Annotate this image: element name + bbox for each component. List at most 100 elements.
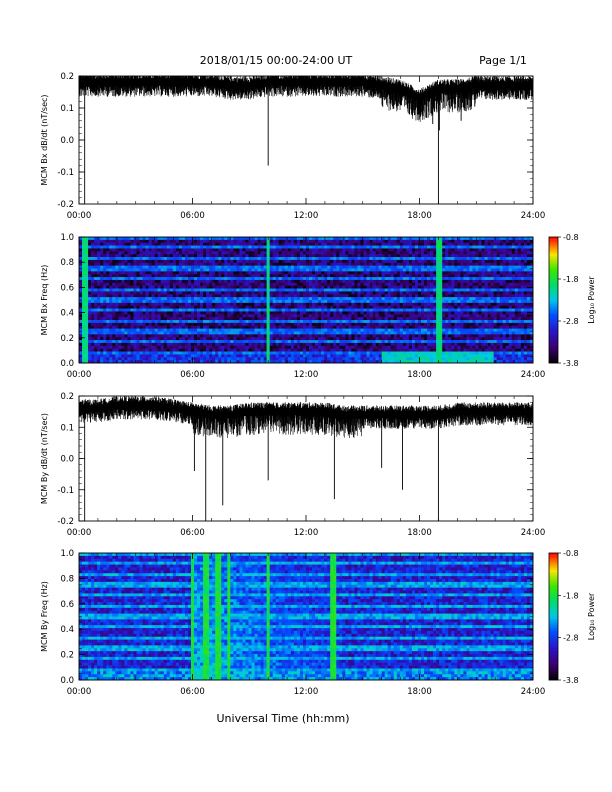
spectrogram-cell (257, 271, 261, 275)
spectrogram-cell (306, 291, 310, 295)
spectrogram-cell (154, 345, 158, 349)
spectrogram-cell (127, 320, 131, 324)
spectrogram-cell (194, 328, 198, 332)
spectrogram-cell (242, 297, 246, 301)
spectrogram-cell (351, 288, 355, 292)
spectrogram-cell (200, 268, 204, 272)
spectrogram-cell (375, 337, 379, 341)
spectrogram-cell (103, 251, 107, 255)
spectrogram-cell (163, 257, 168, 261)
spectrogram-cell (103, 328, 107, 332)
spectrogram-cell (88, 291, 92, 295)
spectrogram-cell (281, 291, 286, 295)
spectrogram-cell (154, 242, 158, 246)
spectrogram-cell (396, 257, 401, 261)
spectrogram-cell (169, 360, 174, 364)
spectrogram-cell (133, 254, 137, 258)
spectrogram-cell (118, 279, 122, 284)
spectrogram-cell (393, 262, 398, 266)
spectrogram-cell (79, 242, 83, 246)
spectrogram-cell (327, 257, 331, 261)
spectrogram-cell (236, 291, 240, 295)
spectrogram-cell (112, 248, 116, 252)
spectrogram-cell (260, 311, 264, 315)
spectrogram-cell (85, 254, 89, 258)
spectrogram-cell (133, 314, 137, 318)
spectrogram-cell (260, 288, 264, 292)
spectrogram-cell (187, 328, 192, 332)
spectrogram-cell (172, 294, 177, 298)
spectrogram-cell (233, 248, 237, 252)
spectrogram-cell (290, 294, 295, 298)
spectrogram-cell (372, 337, 376, 341)
spectrogram-cell (160, 360, 165, 364)
spectrogram-cell (203, 237, 207, 241)
spectrogram-cell (339, 317, 343, 321)
spectrogram-cell (197, 237, 201, 241)
spectrogram-cell (124, 279, 128, 284)
spectrogram-cell (399, 294, 404, 298)
spectrogram-cell (127, 285, 131, 289)
spectrogram-cell (197, 305, 201, 309)
spectrogram-cell (299, 328, 304, 332)
spectrogram-cell (324, 340, 328, 344)
spectrogram-cell (103, 334, 107, 338)
spectrogram-cell (260, 348, 264, 352)
spectrogram-cell (215, 288, 219, 292)
spectrogram-cell (281, 242, 286, 246)
spectrogram-cell (396, 351, 401, 355)
spectrogram-cell (187, 317, 192, 321)
spectrogram-cell (324, 265, 328, 269)
spectrogram-cell (351, 360, 355, 364)
spectrogram-cell (266, 305, 270, 309)
spectrogram-cell (127, 237, 131, 241)
spectrogram-cell (227, 297, 231, 301)
spectrogram-cell (124, 302, 128, 307)
spectrogram-cell (257, 282, 261, 286)
spectrogram-cell (330, 351, 334, 355)
spectrogram-cell (275, 360, 280, 364)
spectrogram-cell (375, 351, 379, 355)
spectrogram-cell (181, 357, 186, 361)
spectrogram-cell (293, 302, 298, 307)
spectrogram-cell (94, 342, 98, 347)
spectrogram-cell (387, 271, 392, 275)
spectrogram-cell (360, 340, 364, 344)
spectrogram-cell (239, 305, 243, 309)
spectrogram-cell (166, 237, 171, 241)
spectrogram-cell (239, 325, 243, 329)
spectrogram-cell (163, 297, 168, 301)
spectrogram-cell (88, 325, 92, 329)
spectrogram-cell (384, 328, 389, 332)
spectrogram-cell (242, 351, 246, 355)
spectrogram-cell (306, 271, 310, 275)
spectrogram-cell (345, 317, 349, 321)
spectrogram-cell (336, 297, 340, 301)
spectrogram-cell (169, 288, 174, 292)
spectrogram-cell (405, 340, 410, 344)
spectrogram-cell (290, 354, 295, 358)
spectrogram-cell (275, 308, 280, 312)
spectrogram-cell (351, 311, 355, 315)
spectrogram-cell (251, 297, 255, 301)
spectrogram-cell (269, 308, 274, 312)
spectrogram-cell (384, 322, 389, 327)
spectrogram-cell (408, 314, 413, 318)
spectrogram-cell (203, 245, 207, 249)
spectrogram-cell (218, 342, 222, 347)
spectrogram-cell (275, 334, 280, 338)
spectrogram-cell (94, 314, 98, 318)
spectrogram-cell (215, 351, 219, 355)
spectrogram-cell (94, 300, 98, 304)
spectrogram-cell (148, 317, 152, 321)
spectrogram-cell (160, 271, 165, 275)
spectrogram-cell (172, 259, 177, 264)
spectrogram-cell (278, 291, 283, 295)
spectrogram-cell (306, 237, 310, 241)
spectrogram-cell (375, 282, 379, 286)
spectrogram-cell (112, 334, 116, 338)
spectrogram-cell (357, 288, 361, 292)
spectrogram-cell (154, 342, 158, 347)
spectrogram-cell (299, 254, 304, 258)
spectrogram-cell (224, 325, 228, 329)
